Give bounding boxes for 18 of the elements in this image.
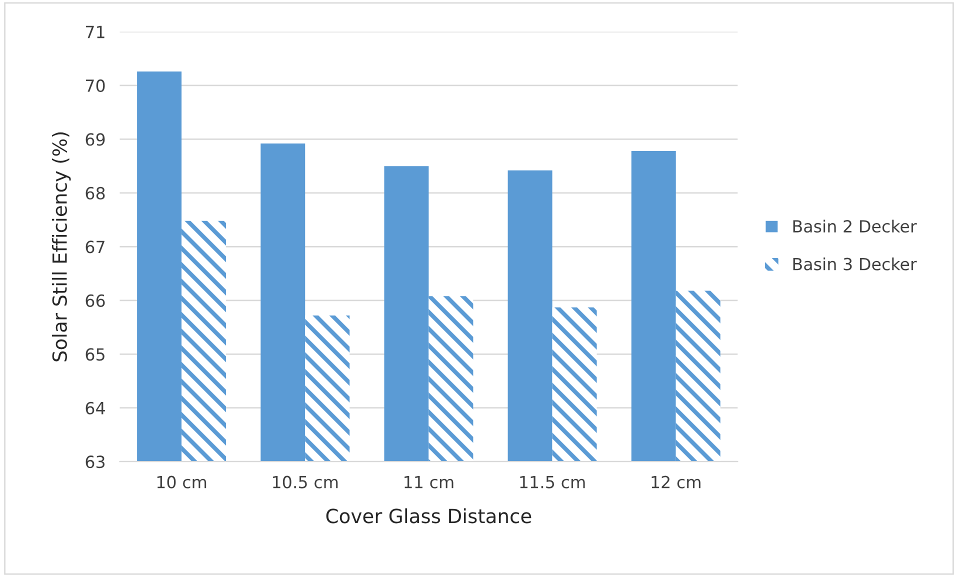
y-tick-label: 71 [86,26,104,38]
legend-label: Basin 2 Decker [793,220,917,233]
y-tick-label: 68 [86,186,105,200]
x-axis-title: Cover Glass Distance [326,508,532,524]
y-tick-label: 70 [86,79,105,92]
y-tick-label: 66 [86,294,105,307]
y-axis-title: Solar Still Efficiency (%) [52,132,71,362]
y-tick-label: 67 [86,240,104,254]
legend-label: Basin 3 Decker [793,258,917,270]
y-tick-label: 63 [86,456,105,468]
x-tick-label: 10 cm [157,476,206,488]
y-tick-label: 64 [86,402,105,414]
y-tick-label: 69 [86,133,105,146]
x-tick-label: 10.5 cm [273,476,338,488]
y-tick-label: 65 [86,348,104,361]
x-tick-label: 11 cm [404,476,454,488]
x-tick-label: 11.5 cm [520,476,585,488]
x-tick-label: 12 cm [652,476,700,488]
